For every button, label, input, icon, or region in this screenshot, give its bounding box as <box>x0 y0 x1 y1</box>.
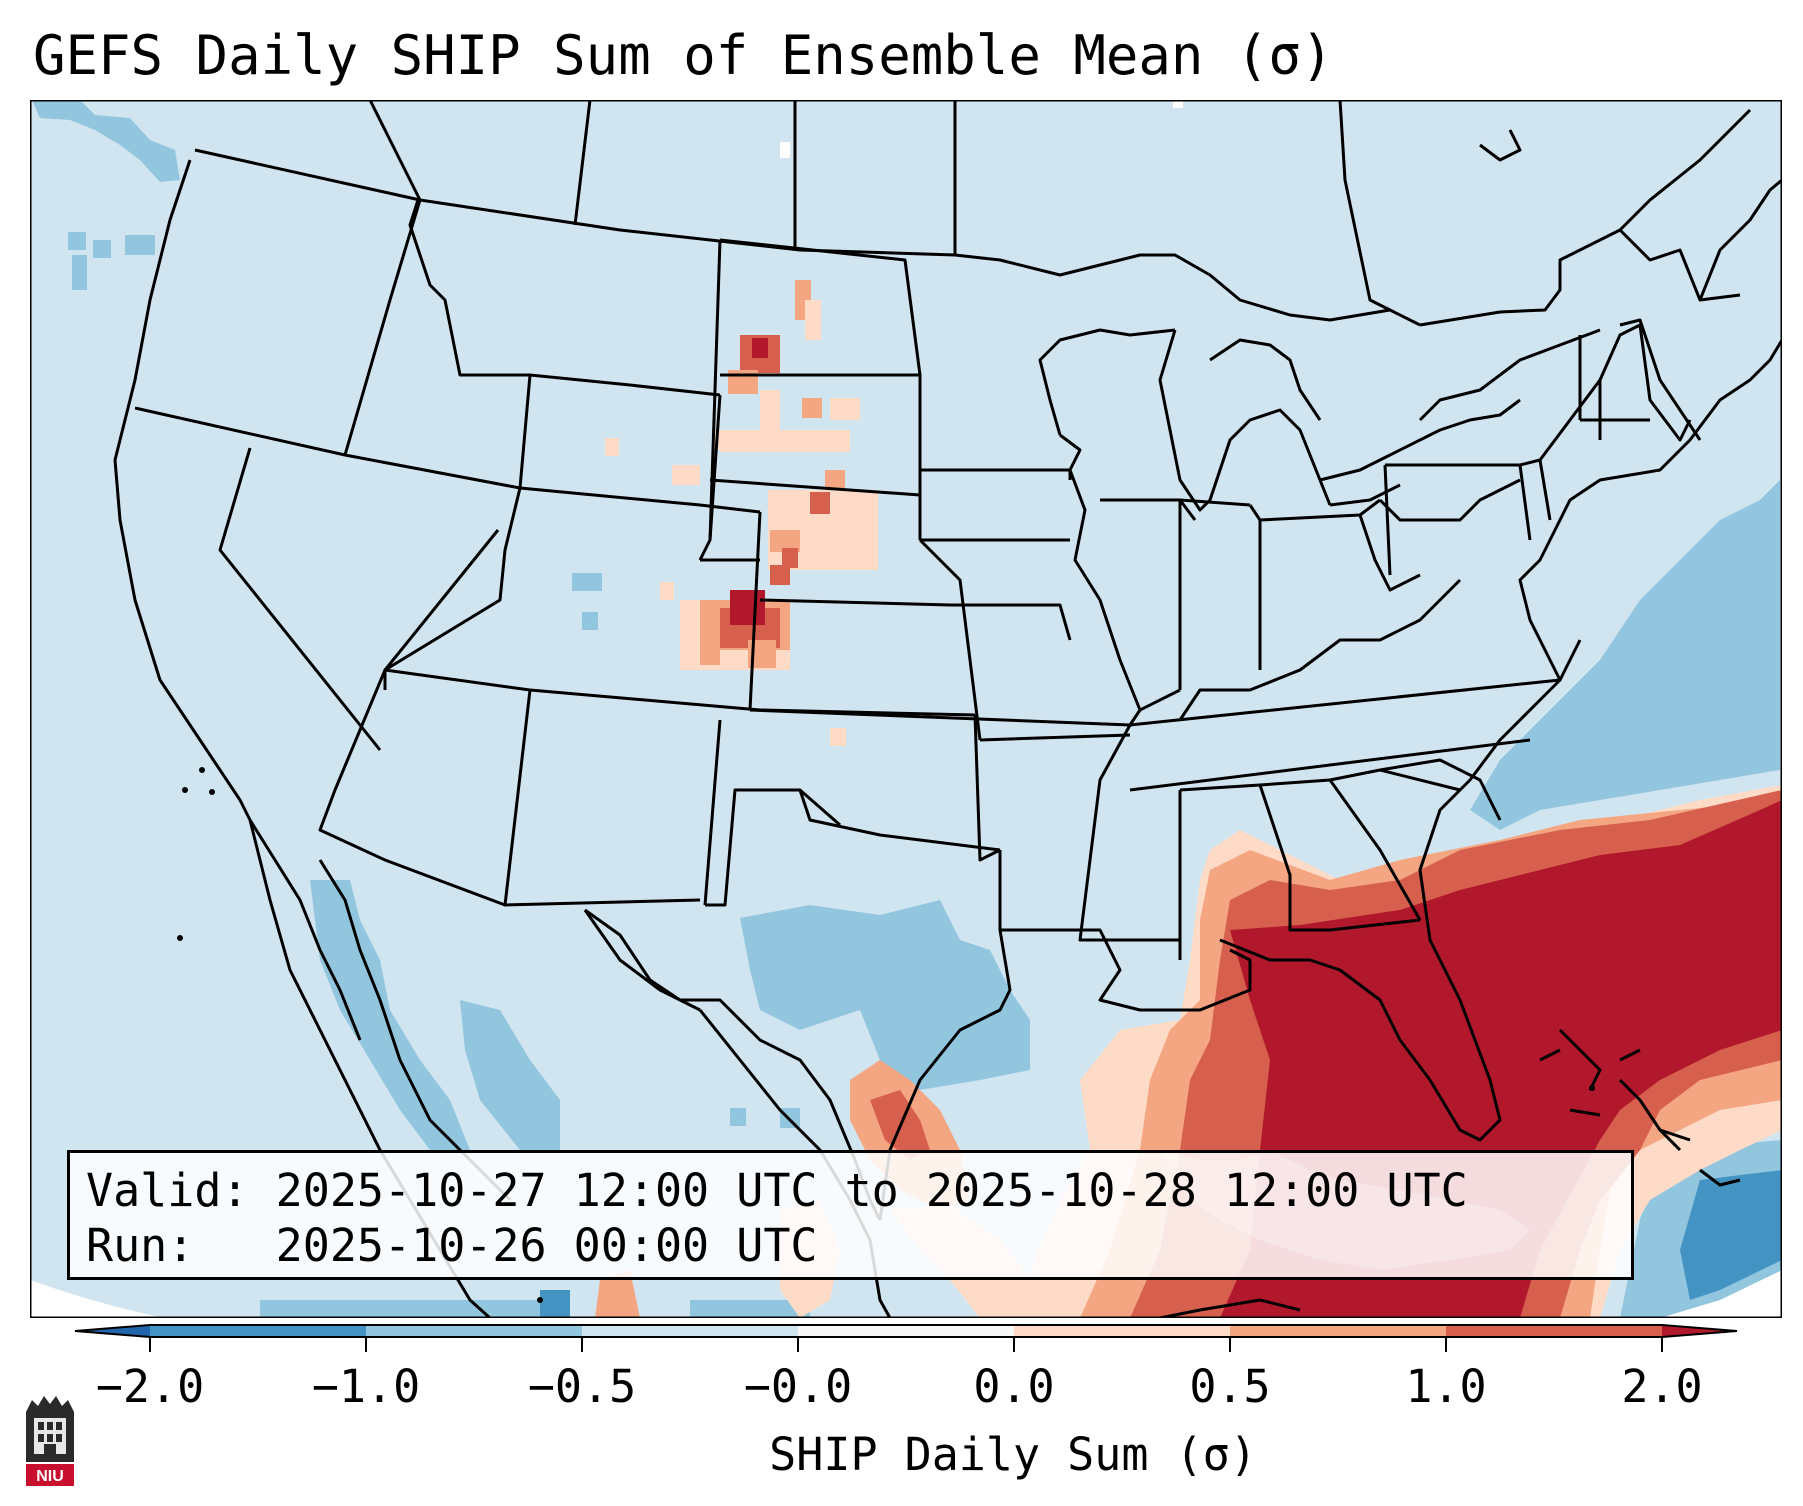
run-row: Run: 2025-10-26 00:00 UTC <box>86 1218 1631 1273</box>
niu-logo: NIU <box>26 1396 74 1486</box>
valid-row: Valid: 2025-10-27 12:00 UTC to 2025-10-2… <box>86 1163 1631 1218</box>
colorbar-bin <box>150 1325 366 1337</box>
outside-projection-left <box>30 1280 165 1318</box>
colorbar-bin <box>1446 1325 1662 1337</box>
colorbar-ticks <box>149 1337 1663 1352</box>
strong-negative-anomaly-areas <box>540 1170 1782 1318</box>
colorbar-bin <box>366 1325 582 1337</box>
colorbar-tick-label: 2.0 <box>1621 1360 1703 1413</box>
colorbar-bin <box>1230 1325 1446 1337</box>
colorbar-bin <box>1014 1325 1230 1337</box>
colorbar-over-triangle <box>1662 1325 1737 1337</box>
west-coast <box>113 159 252 821</box>
colorbar-label: SHIP Daily Sum (σ) <box>769 1428 1257 1481</box>
colorbar-bin <box>582 1325 798 1337</box>
run-label: Run: <box>86 1219 195 1272</box>
colorbar-tick-label: −1.0 <box>311 1360 421 1413</box>
colorbar-tick-label: 1.0 <box>1405 1360 1487 1413</box>
outside-projection-right <box>1660 1270 1782 1318</box>
colorbar-tick-label: −0.0 <box>743 1360 853 1413</box>
map-title: GEFS Daily SHIP Sum of Ensemble Mean (σ) <box>33 24 1334 87</box>
map-area <box>30 100 1782 1318</box>
colorbar-tick-label: 0.5 <box>1189 1360 1271 1413</box>
plains-positive-anomalies <box>605 280 878 746</box>
colorbar-tick-label: −2.0 <box>95 1360 205 1413</box>
colorbar-tick-label: 0.0 <box>973 1360 1055 1413</box>
logo-band <box>26 1464 74 1486</box>
boundaries <box>113 100 1782 1318</box>
run-value: 2025-10-26 00:00 UTC <box>275 1219 818 1272</box>
colorbar-under-triangle <box>75 1325 150 1337</box>
logo-text: NIU <box>36 1468 64 1485</box>
valid-run-info-box: Valid: 2025-10-27 12:00 UTC to 2025-10-2… <box>67 1150 1634 1280</box>
valid-label: Valid: <box>86 1164 249 1217</box>
colorbar-bin <box>798 1325 1014 1337</box>
valid-value: 2025-10-27 12:00 UTC to 2025-10-28 12:00… <box>275 1164 1468 1217</box>
islands <box>177 767 1595 1303</box>
colorbar <box>74 1324 1738 1352</box>
us-canada-border <box>194 148 1421 327</box>
colorbar-tick-label: −0.5 <box>527 1360 637 1413</box>
